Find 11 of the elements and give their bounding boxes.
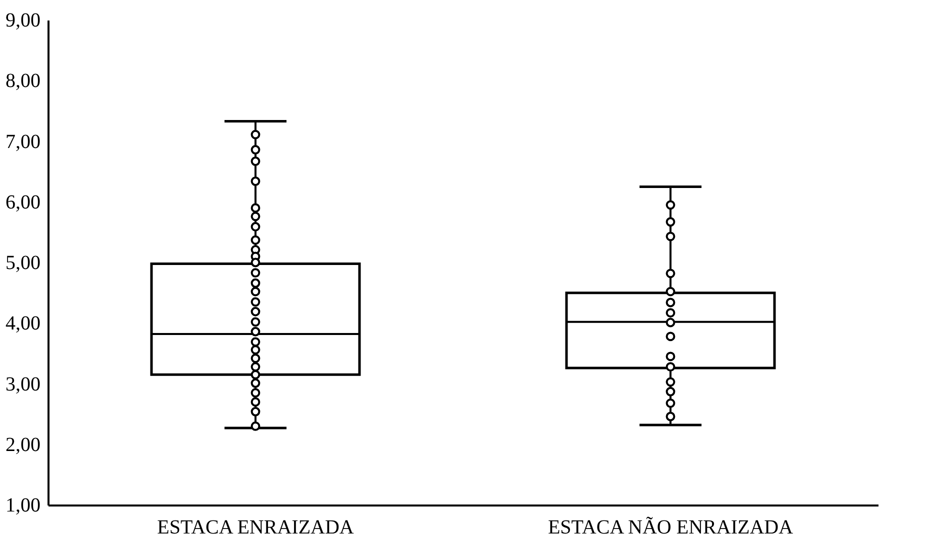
y-tick-label: 2,00 (6, 434, 40, 456)
y-tick-label: 1,00 (6, 494, 40, 516)
x-tick-label: ESTACA NÃO ENRAIZADA (548, 516, 794, 538)
y-tick-label: 7,00 (6, 130, 40, 153)
x-tick-label: ESTACA ENRAIZADA (157, 516, 354, 538)
y-tick-label: 4,00 (6, 312, 40, 335)
y-tick-label: 8,00 (6, 70, 40, 92)
y-tick-label: 6,00 (6, 191, 40, 214)
y-tick-label: 3,00 (6, 373, 40, 396)
y-tick-label: 5,00 (6, 252, 40, 274)
y-tick-label: 9,00 (6, 10, 40, 32)
